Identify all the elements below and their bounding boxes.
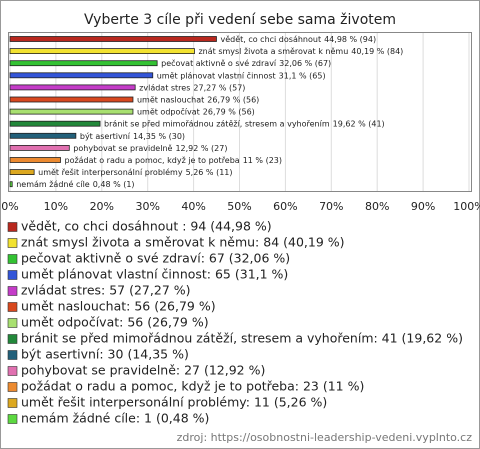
legend-label: nemám žádné cíle: 1 (0,48 %) — [21, 411, 209, 426]
bar — [9, 132, 77, 139]
bar-label-value: 32,06 % (67) — [279, 59, 331, 68]
legend-swatch — [7, 366, 18, 376]
bar-label: zvládat stres 27,27 % (57) — [139, 83, 245, 92]
legend-swatch — [7, 238, 18, 248]
bar-label: být asertivní 14,35 % (30) — [80, 131, 185, 140]
bar — [9, 108, 134, 115]
bar-label-name: pohybovat se pravidelně — [73, 143, 172, 152]
bar — [9, 96, 134, 103]
legend-swatch — [7, 222, 18, 232]
bar-label-value: 0,48 % (1) — [93, 180, 135, 189]
plot-area — [8, 32, 472, 192]
bar — [9, 48, 195, 54]
bar-label-name: umět plánovat vlastní činnost — [157, 70, 276, 80]
legend-label: umět naslouchat: 56 (26,79 %) — [21, 299, 216, 314]
legend-label: umět řešit interpersonální problémy: 11 … — [21, 395, 327, 410]
legend-label: pohybovat se pravidelně: 27 (12,92 %) — [21, 363, 265, 378]
x-tick-label: 50% — [227, 200, 251, 213]
legend-swatch — [7, 302, 18, 312]
legend-label: bránit se před mimořádnou zátěží, strese… — [21, 331, 463, 346]
bar — [9, 181, 13, 188]
bar-label-name: umět odpočívat — [137, 106, 200, 116]
bar-label: bránit se před mimořádnou zátěží, strese… — [104, 119, 385, 128]
bar-label-name: pečovat aktivně o své zdraví — [161, 58, 277, 68]
x-tick-label: 70% — [319, 200, 343, 213]
bar-label-name: bránit se před mimořádnou zátěží, strese… — [104, 119, 330, 128]
bar-label-name: zvládat stres — [139, 83, 190, 92]
bar-label-value: 44,98 % (94) — [324, 35, 376, 44]
bar — [9, 120, 101, 127]
bar-label-value: 27,27 % (57) — [193, 83, 245, 92]
bar-label-name: umět řešit interpersonální problémy — [38, 167, 183, 177]
bar-label: umět řešit interpersonální problémy 5,26 … — [38, 167, 232, 177]
x-tick-label: 60% — [273, 200, 297, 213]
bar-label-name: umět naslouchat — [137, 95, 204, 104]
bar-label-value: 12,92 % (27) — [175, 143, 227, 152]
legend-swatch — [7, 414, 18, 424]
bar — [9, 144, 70, 151]
bar-label: umět plánovat vlastní činnost 31,1 % (65) — [157, 70, 326, 80]
bar-label-name: vědět, co chci dosáhnout — [220, 35, 321, 44]
bar — [9, 157, 61, 163]
bar-label: požádat o radu a pomoc, když je to potře… — [64, 156, 282, 165]
bar-label-name: požádat o radu a pomoc, když je to potře… — [64, 156, 239, 165]
bar — [9, 72, 154, 79]
bar — [9, 169, 35, 176]
x-tick-label: 10% — [44, 200, 68, 213]
legend-label: vědět, co chci dosáhnout : 94 (44,98 %) — [21, 219, 272, 234]
source: zdroj: https://osobnostni-leadership-ved… — [177, 431, 473, 444]
bar-label-name: znát smysl života a směrovat k němu — [198, 47, 348, 56]
x-tick-label: 90% — [411, 200, 435, 213]
x-tick-label: 20% — [90, 200, 114, 213]
legend-label: být asertivní: 30 (14,35 %) — [21, 347, 189, 362]
legend-label: pečovat aktivně o své zdraví: 67 (32,06 … — [21, 251, 290, 266]
bar-label-value: 31,1 % (65) — [279, 71, 326, 80]
legend-swatch — [7, 382, 18, 392]
bar-label: umět odpočívat 26,79 % (56) — [137, 106, 255, 116]
bar-label-name: nemám žádné cíle — [16, 179, 90, 189]
bar-label-value: 19,62 % (41) — [333, 119, 385, 128]
legend-label: znát smysl života a směrovat k němu: 84 … — [21, 235, 345, 250]
bar-label-value: 26,79 % (56) — [207, 95, 259, 104]
legend-label: umět odpočívat: 56 (26,79 %) — [21, 315, 209, 330]
legend-swatch — [7, 286, 18, 296]
legend-swatch — [7, 350, 18, 360]
bar-label: pečovat aktivně o své zdraví 32,06 % (67) — [161, 58, 331, 68]
x-tick-label: 40% — [181, 200, 205, 213]
legend-swatch — [7, 254, 18, 264]
bar — [9, 36, 217, 42]
bar-label: pohybovat se pravidelně 12,92 % (27) — [73, 143, 227, 152]
bar — [9, 84, 136, 91]
bar-label: nemám žádné cíle 0,48 % (1) — [16, 179, 134, 189]
bar-label-value: 14,35 % (30) — [133, 131, 185, 140]
chart-title: Vyberte 3 cíle při vedení sebe sama živo… — [84, 12, 396, 28]
x-tick-label: 0% — [1, 200, 18, 213]
x-tick-label: 80% — [365, 200, 389, 213]
legend-swatch — [7, 318, 18, 328]
bar-label-value: 11 % (23) — [243, 156, 282, 165]
bar — [9, 60, 158, 67]
x-tick-label: 30% — [135, 200, 159, 213]
bar-label-value: 40,19 % (84) — [351, 47, 403, 56]
bar-label: znát smysl života a směrovat k němu 40,19… — [198, 47, 403, 56]
legend-label: umět plánovat vlastní činnost: 65 (31,1 … — [21, 267, 288, 282]
bar-label: vědět, co chci dosáhnout 44,98 % (94) — [220, 35, 376, 44]
x-tick-label: 100% — [453, 200, 480, 213]
bar-label-value: 26,79 % (56) — [203, 107, 255, 116]
bar-label-value: 5,26 % (11) — [186, 168, 233, 177]
legend-label: zvládat stres: 57 (27,27 %) — [21, 283, 191, 298]
legend-swatch — [7, 270, 18, 280]
bar-label-name: být asertivní — [80, 131, 131, 140]
legend-swatch — [7, 334, 18, 344]
bar-label: umět naslouchat 26,79 % (56) — [137, 95, 259, 104]
legend-swatch — [7, 398, 18, 408]
legend-label: požádat o radu a pomoc, když je to potře… — [21, 379, 364, 394]
